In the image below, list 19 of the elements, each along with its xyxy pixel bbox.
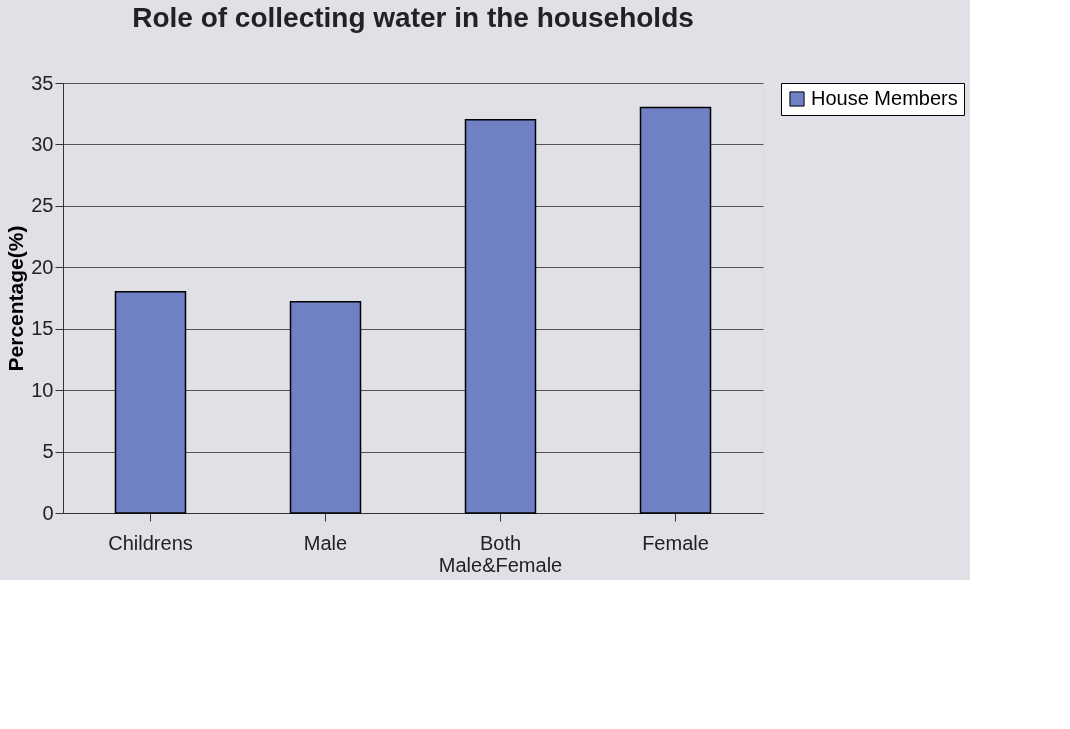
y-tick-label: 25 [31, 194, 54, 217]
y-tick-label: 15 [31, 317, 54, 340]
y-tick-label: 35 [31, 71, 54, 94]
y-axis-title: Percentage(%) [4, 225, 28, 372]
bar [114, 291, 187, 514]
y-tick-label: 30 [31, 132, 54, 155]
bar [639, 106, 712, 514]
chart-title: Role of collecting water in the households [132, 2, 694, 33]
x-tick-label: Both Male&Female [438, 531, 563, 576]
x-tick-label: Female [642, 531, 709, 554]
y-tick-label: 10 [31, 378, 54, 401]
x-tick-label: Childrens [108, 531, 193, 554]
bar [464, 119, 537, 514]
y-tick-label: 20 [31, 255, 54, 278]
bar [289, 300, 362, 514]
y-tick-label: 5 [42, 440, 54, 463]
x-tick-label: Male [303, 531, 348, 554]
legend-label: House Members [811, 87, 958, 109]
y-tick-label: 0 [42, 501, 54, 524]
